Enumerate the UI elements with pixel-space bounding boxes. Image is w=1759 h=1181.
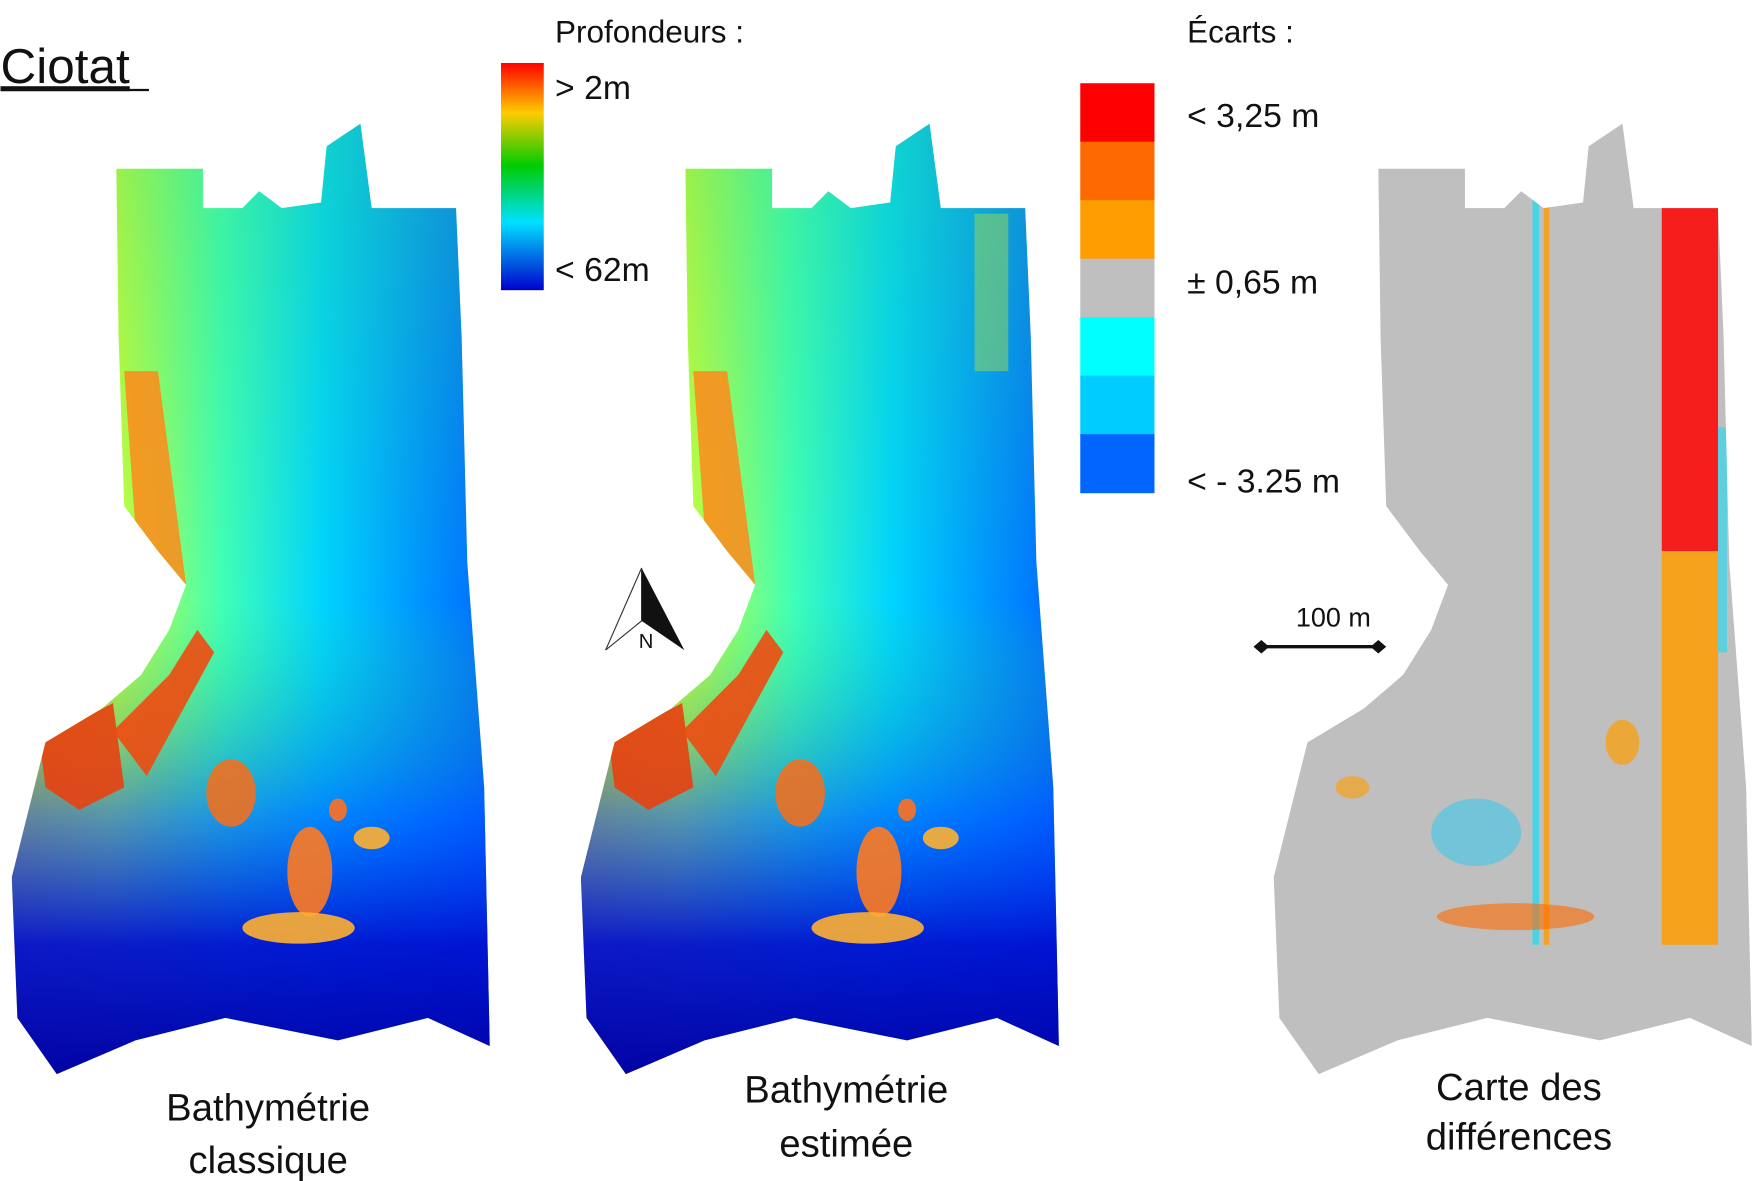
difference-color-block (1080, 376, 1154, 435)
caption-line: Bathymétrie (744, 1068, 948, 1111)
caption-line: classique (188, 1139, 347, 1181)
scale-bar-label: 100 m (1296, 602, 1371, 632)
north-label: N (639, 631, 654, 653)
difference-color-block (1080, 200, 1154, 259)
depth-colorbar (501, 63, 544, 290)
figure: Ciotat Profondeurs : > 2m < 62m Écarts :… (0, 0, 1759, 1181)
scale-bar: 100 m (1253, 602, 1386, 653)
north-arrow: N (606, 568, 685, 653)
page: { "title": "Ciotat", "depth_legend": {"t… (0, 0, 1759, 1181)
difference-color-block (1080, 434, 1154, 493)
caption-line: Carte des (1436, 1066, 1602, 1109)
depth-min-label: < 62m (555, 251, 650, 289)
bathymetry-classic-map (0, 112, 495, 1091)
difference-color-block (1080, 259, 1154, 318)
difference-color-block (1080, 317, 1154, 376)
depth-max-label: > 2m (555, 69, 631, 107)
caption-line: différences (1426, 1116, 1612, 1159)
caption-line: estimée (779, 1122, 913, 1165)
difference-middle-label: ± 0,65 m (1187, 264, 1318, 302)
difference-bottom-label: < - 3.25 m (1187, 463, 1340, 501)
difference-top-label: < 3,25 m (1187, 97, 1319, 135)
difference-legend-title: Écarts : (1187, 14, 1294, 50)
difference-color-block (1080, 142, 1154, 201)
title: Ciotat (0, 39, 129, 94)
caption-line: Bathymétrie (166, 1086, 370, 1129)
difference-color-scale (1080, 83, 1154, 493)
difference-color-block (1080, 83, 1154, 142)
depth-legend-title: Profondeurs : (555, 14, 744, 50)
